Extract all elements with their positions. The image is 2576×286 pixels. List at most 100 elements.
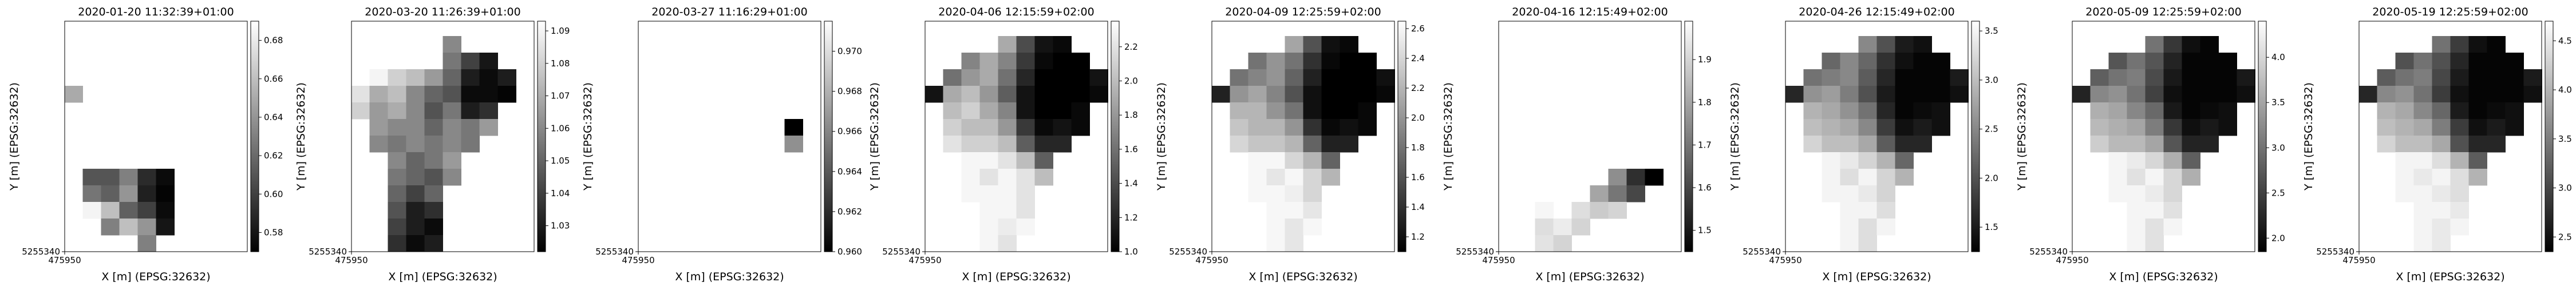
heatmap-cell [1285,219,1303,236]
y-axis-label: Y [m] (EPSG:32632) [1729,82,1741,191]
y-axis-label: Y [m] (EPSG:32632) [1442,82,1455,191]
heatmap-cell [2163,53,2182,70]
heatmap-cell [1016,219,1035,236]
heatmap-cell [1340,102,1358,120]
heatmap-cell [424,136,443,153]
heatmap-cell [388,102,406,120]
heatmap-cell [119,219,138,236]
heatmap-cell [1285,102,1303,120]
heatmap-cell [1803,102,1822,120]
x-axis-label: X [m] (EPSG:32632) [2109,271,2218,283]
heatmap-cell [2487,119,2506,136]
heatmap-cell [1840,235,1859,252]
colorbar [1971,21,1980,252]
heatmap-cell [998,86,1017,103]
heatmap-cell [2450,119,2469,136]
heatmap-cell [2487,102,2506,120]
heatmap-cell [2413,69,2432,86]
heatmap-cell [2413,185,2432,202]
heatmap-cell [2200,36,2219,53]
heatmap-cell [497,69,516,86]
colorbar-tick-label: 0.970 [837,46,862,57]
heatmap-cell [2413,235,2432,252]
heatmap-cell [961,119,980,136]
heatmap-cell [137,202,156,219]
heatmap-cell [406,136,425,153]
heatmap-cell [2413,202,2432,219]
heatmap-cell [1340,36,1358,53]
heatmap-cell [2468,119,2487,136]
y-axis-label: Y [m] (EPSG:32632) [8,82,21,191]
heatmap-cell [2395,102,2414,120]
x-tick-label: 475950 [1769,255,1801,265]
heatmap-cell [1016,169,1035,186]
heatmap-cell [2395,152,2414,169]
heatmap-cell [1535,202,1554,219]
y-tick-label: 5255340 [22,247,60,257]
heatmap-cell [406,219,425,236]
heatmap-cell [82,169,101,186]
heatmap-cells [2072,36,2255,252]
heatmap-cell [2182,69,2200,86]
colorbar-tick-label: 1.2 [1411,232,1425,242]
colorbar-tick-label: 0.968 [837,86,862,97]
heatmap-cell [2218,53,2237,70]
heatmap-cell [1303,185,1322,202]
heatmap-cell [1840,86,1859,103]
heatmap-cell [2432,136,2451,153]
heatmap-cell [2145,185,2164,202]
heatmap-cell [1248,53,1267,70]
heatmap-cell [924,86,943,103]
heatmap-cell [1266,53,1285,70]
heatmap-cells [784,119,803,153]
heatmap-cell [1016,86,1035,103]
heatmap-cell [2163,119,2182,136]
heatmap-cell [406,119,425,136]
heatmap-cell [1876,169,1895,186]
heatmap-cell [943,119,962,136]
heatmap-cell [2377,86,2396,103]
heatmap-cell [2145,69,2164,86]
heatmap-cell [2487,53,2506,70]
y-tick-label: 5255340 [595,247,634,257]
heatmap-cell [1285,136,1303,153]
heatmap-cell [1858,102,1877,120]
heatmap-cell [369,86,388,103]
heatmap-cell [82,185,101,202]
heatmap-cell [2468,136,2487,153]
heatmap-cell [1303,36,1322,53]
heatmap-cell [1071,86,1090,103]
heatmap-cell [1876,152,1895,169]
colorbar-tick-label: 2.0 [2271,233,2285,243]
heatmap-cell [2395,86,2414,103]
heatmap-cell [388,136,406,153]
heatmap-cell [1016,53,1035,70]
heatmap-cell [2108,102,2127,120]
heatmap-cell [1230,102,1249,120]
heatmap-cell [2072,86,2091,103]
heatmap-cell [1034,69,1053,86]
colorbar-tick-label: 1.5 [1985,222,1998,232]
heatmap-cell [461,86,480,103]
heatmap-cell [1321,36,1340,53]
heatmap-cell [979,53,998,70]
heatmap-cell [1016,36,1035,53]
heatmap-cell [2377,69,2396,86]
heatmap-cell [2413,219,2432,236]
heatmap-cell [497,86,516,103]
heatmap-cell [2432,202,2451,219]
heatmap-cell [1034,152,1053,169]
colorbar-tick-label: 1.4 [1411,202,1425,212]
colorbar-tick-label: 1.6 [1411,172,1425,182]
heatmap-cell [1303,86,1322,103]
heatmap-cell [1950,86,1969,103]
heatmap-cell [2237,69,2255,86]
colorbar-tick-label: 2.2 [1124,42,1138,52]
heatmap-cell [2145,235,2164,252]
heatmap-cell [2395,185,2414,202]
heatmap-cell [2108,185,2127,202]
heatmap-cell [1822,69,1840,86]
heatmap-cell [2413,86,2432,103]
colorbar-tick-label: 1.5 [1698,225,1712,236]
heatmap-cell [2127,152,2146,169]
